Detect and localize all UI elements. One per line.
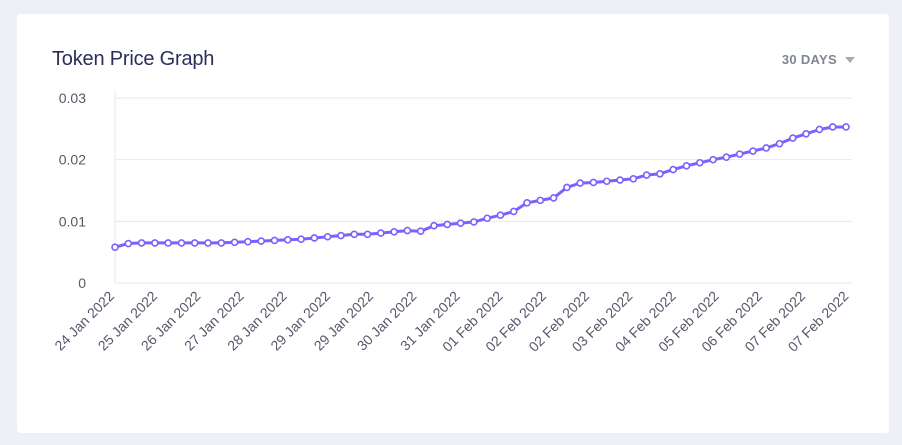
data-point <box>217 239 226 247</box>
data-point <box>509 207 518 216</box>
data-point <box>749 147 757 155</box>
data-point <box>337 231 345 240</box>
data-point <box>204 239 212 247</box>
data-point <box>297 235 305 244</box>
chevron-down-icon <box>845 56 855 63</box>
y-tick-label: 0.03 <box>59 90 86 106</box>
data-point <box>709 155 717 164</box>
y-tick-label: 0 <box>78 275 86 291</box>
data-point <box>190 239 199 247</box>
data-point <box>323 232 332 241</box>
data-point <box>164 239 172 247</box>
data-point <box>656 170 664 178</box>
range-label: 30 DAYS <box>781 52 837 67</box>
price-line <box>113 125 848 249</box>
data-point <box>363 230 372 239</box>
data-point <box>230 238 239 247</box>
data-point <box>403 226 412 235</box>
data-point <box>722 153 731 161</box>
card-title: Token Price Graph <box>52 48 215 70</box>
data-point <box>496 211 505 219</box>
data-point <box>682 162 691 170</box>
data-point <box>735 150 744 158</box>
range-dropdown[interactable]: 30 DAYS <box>782 52 855 67</box>
data-point <box>270 236 279 245</box>
data-point <box>377 229 385 237</box>
data-point <box>802 129 810 138</box>
data-point <box>815 125 824 134</box>
data-point <box>695 158 704 167</box>
data-point <box>642 171 651 179</box>
data-point <box>762 144 771 152</box>
data-point <box>244 237 252 246</box>
data-point <box>443 220 452 229</box>
data-point <box>842 123 850 131</box>
data-point <box>549 194 558 202</box>
y-tick-label: 0.01 <box>59 213 86 229</box>
data-point <box>430 221 438 230</box>
data-point <box>257 237 266 245</box>
data-point <box>124 239 133 248</box>
data-point <box>390 228 398 236</box>
data-point <box>470 218 478 226</box>
data-point <box>177 239 186 247</box>
data-point <box>137 239 146 247</box>
data-point <box>602 177 611 186</box>
data-point <box>283 236 292 244</box>
data-point <box>589 178 598 187</box>
data-point <box>828 123 837 131</box>
data-point <box>563 183 571 192</box>
data-point <box>669 165 678 174</box>
data-point <box>536 196 545 205</box>
data-point <box>775 139 784 148</box>
data-point <box>310 234 319 242</box>
y-tick-label: 0.02 <box>59 152 86 168</box>
data-point <box>576 179 584 187</box>
data-point <box>523 199 531 207</box>
data-point <box>629 174 638 183</box>
data-point <box>789 134 797 142</box>
data-point <box>456 219 465 227</box>
data-point <box>483 214 491 223</box>
data-point <box>416 227 425 235</box>
data-point <box>111 243 119 252</box>
data-point <box>151 239 159 247</box>
data-point <box>350 230 359 239</box>
data-point <box>616 176 624 184</box>
